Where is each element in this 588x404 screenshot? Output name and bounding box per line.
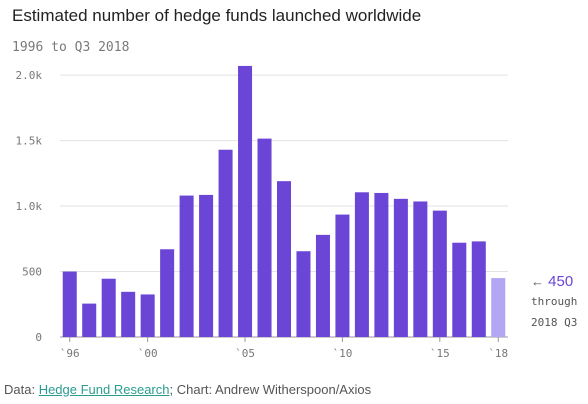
x-tick-label: `18 [488, 347, 508, 360]
x-tick-label: `15 [430, 347, 450, 360]
bar-2011 [354, 192, 369, 337]
y-tick-label: 2.0k [16, 69, 43, 82]
y-tick-label: 1.5k [16, 135, 43, 148]
bar-2008 [296, 251, 311, 337]
x-tick-label: `10 [332, 347, 352, 360]
bar-2004 [218, 149, 233, 337]
chart-subtitle: 1996 to Q3 2018 [12, 40, 130, 55]
bar-2018 [491, 278, 506, 337]
bar-1996 [62, 271, 77, 337]
bar-2015 [432, 210, 447, 337]
bar-2002 [179, 195, 194, 337]
y-tick-label: 500 [22, 266, 42, 279]
bar-2016 [452, 242, 467, 337]
bar-2000 [140, 294, 155, 337]
bar-2017 [471, 241, 486, 337]
bar-1998 [101, 278, 116, 337]
bar-2012 [374, 192, 389, 337]
chart-title: Estimated number of hedge funds launched… [12, 6, 422, 25]
bar-2010 [335, 214, 350, 337]
bar-2006 [257, 138, 272, 337]
x-tick-label: `05 [235, 347, 255, 360]
bar-2013 [393, 198, 408, 337]
source-note: Data: Hedge Fund Research; Chart: Andrew… [4, 382, 371, 397]
annotation-line-2: 2018 Q3 [531, 316, 578, 329]
bar-2003 [199, 194, 214, 337]
bar-chart: 0 500 1.0k 1.5k 2.0k `96 `00 `05 `10 `15 `18 [16, 65, 508, 360]
y-tick-label: 0 [35, 331, 42, 344]
bar-1997 [82, 303, 97, 337]
bar-1999 [121, 291, 136, 337]
source-suffix: ; Chart: Andrew Witherspoon/Axios [169, 382, 372, 397]
source-link[interactable]: Hedge Fund Research [38, 382, 170, 397]
annotation-value-label: 450 [548, 273, 574, 290]
source-prefix: Data: [4, 382, 39, 397]
annotation-line-1: through [531, 295, 578, 308]
bar-2009 [315, 234, 330, 337]
bar-2001 [160, 249, 175, 337]
y-tick-label: 1.0k [16, 200, 43, 213]
x-tick-label: `96 [60, 347, 80, 360]
bar-2007 [276, 181, 292, 337]
bar-2005 [238, 65, 253, 337]
annotation-arrow-icon: ← [531, 274, 544, 289]
annotation-value: ← 450 [531, 273, 573, 290]
bar-2014 [413, 201, 428, 337]
x-tick-label: `00 [138, 347, 158, 360]
